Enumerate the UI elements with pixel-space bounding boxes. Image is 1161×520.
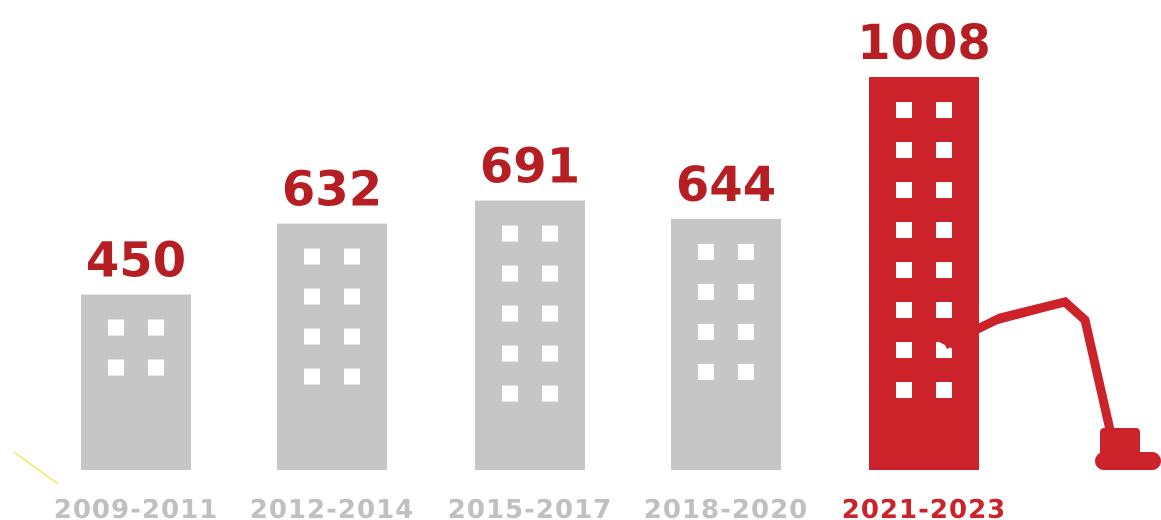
window bbox=[502, 345, 518, 362]
window bbox=[108, 359, 124, 376]
window bbox=[738, 243, 754, 260]
window bbox=[896, 342, 912, 358]
value-label: 691 bbox=[480, 139, 580, 195]
bar bbox=[81, 294, 191, 470]
window bbox=[698, 283, 714, 300]
window bbox=[148, 359, 164, 376]
window bbox=[896, 182, 912, 198]
window bbox=[698, 323, 714, 340]
window bbox=[542, 385, 558, 402]
window bbox=[344, 368, 360, 385]
window bbox=[502, 225, 518, 242]
window bbox=[344, 328, 360, 345]
window bbox=[738, 323, 754, 340]
window bbox=[738, 363, 754, 380]
bar bbox=[869, 77, 979, 470]
window bbox=[936, 262, 952, 278]
x-tick-label: 2012-2014 bbox=[250, 495, 415, 520]
window bbox=[896, 382, 912, 398]
window bbox=[344, 248, 360, 265]
window bbox=[936, 102, 952, 118]
window bbox=[936, 382, 952, 398]
window bbox=[502, 385, 518, 402]
bar bbox=[475, 200, 585, 470]
window bbox=[936, 302, 952, 318]
building: 644 2018-2020 bbox=[644, 157, 809, 520]
window bbox=[896, 142, 912, 158]
x-tick-label: 2021-2023 bbox=[842, 495, 1007, 520]
window bbox=[304, 288, 320, 305]
window bbox=[698, 363, 714, 380]
x-tick-label: 2018-2020 bbox=[644, 495, 809, 520]
window bbox=[502, 305, 518, 322]
value-label: 1008 bbox=[857, 15, 991, 71]
excavator bbox=[935, 297, 1161, 470]
window bbox=[344, 288, 360, 305]
window bbox=[542, 305, 558, 322]
window bbox=[542, 225, 558, 242]
value-label: 450 bbox=[86, 233, 186, 289]
value-label: 632 bbox=[282, 162, 382, 218]
window bbox=[542, 265, 558, 282]
bar bbox=[277, 223, 387, 470]
window bbox=[304, 368, 320, 385]
building: 632 2012-2014 bbox=[250, 162, 415, 520]
value-label: 644 bbox=[676, 157, 776, 213]
window bbox=[896, 302, 912, 318]
x-tick-label: 2015-2017 bbox=[448, 495, 613, 520]
window bbox=[304, 328, 320, 345]
stray-line bbox=[13, 451, 59, 485]
window bbox=[148, 319, 164, 336]
window bbox=[304, 248, 320, 265]
window bbox=[108, 319, 124, 336]
x-tick-label: 2009-2011 bbox=[54, 495, 219, 520]
bar bbox=[671, 218, 781, 470]
building: 450 2009-2011 bbox=[54, 233, 219, 520]
building: 691 2015-2017 bbox=[448, 139, 613, 520]
window bbox=[936, 182, 952, 198]
window bbox=[738, 283, 754, 300]
window bbox=[896, 102, 912, 118]
window bbox=[896, 222, 912, 238]
window bbox=[936, 222, 952, 238]
window bbox=[698, 243, 714, 260]
window bbox=[542, 345, 558, 362]
window bbox=[896, 262, 912, 278]
building: 1008 2021-2023 bbox=[842, 15, 1007, 520]
window bbox=[502, 265, 518, 282]
window bbox=[936, 142, 952, 158]
